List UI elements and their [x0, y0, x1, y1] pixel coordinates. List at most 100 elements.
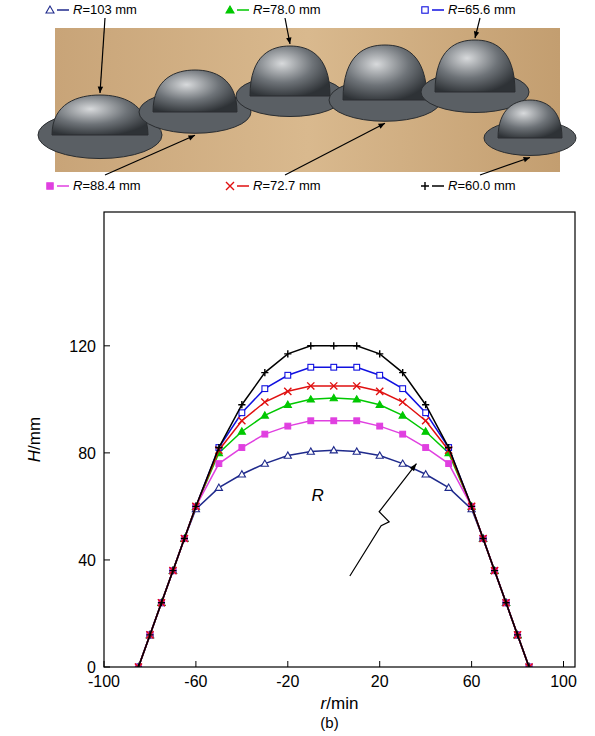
bowl-dome — [153, 70, 237, 112]
legend-line — [432, 185, 444, 187]
y-tick — [104, 452, 110, 453]
legend-line — [432, 9, 444, 11]
point — [169, 567, 176, 574]
leader-arrow-head — [98, 86, 103, 93]
point — [159, 600, 165, 606]
point — [238, 428, 245, 434]
point — [526, 664, 532, 667]
point — [261, 369, 268, 376]
point — [525, 663, 532, 667]
legend-label: R=78.0 mm — [253, 2, 321, 17]
annotation: R — [312, 464, 417, 576]
point — [514, 631, 521, 638]
legend-line — [57, 9, 69, 11]
point — [307, 448, 314, 454]
legend-item: R=103 mm — [46, 2, 137, 93]
y-tick-label: 40 — [78, 552, 96, 569]
point — [423, 410, 429, 416]
legend-line — [237, 185, 249, 187]
point — [146, 631, 153, 638]
chart: -100-60-20206010004080120r/minH/mm(b)R — [25, 212, 577, 731]
x-tick-label: 100 — [550, 673, 577, 690]
point — [446, 445, 452, 451]
point — [238, 417, 245, 424]
point — [399, 398, 406, 405]
plot-area — [135, 342, 533, 667]
bowl — [236, 46, 344, 117]
point — [285, 372, 291, 378]
legend-marker — [226, 6, 234, 13]
point — [492, 568, 498, 574]
point — [284, 388, 291, 395]
point — [182, 536, 188, 542]
point — [146, 631, 153, 637]
point — [169, 567, 176, 573]
legend-marker — [226, 182, 234, 190]
point — [181, 535, 188, 541]
point — [331, 364, 337, 370]
bowl-dome — [435, 40, 515, 92]
point — [158, 599, 165, 606]
point — [261, 412, 268, 418]
legend-label: R=65.6 mm — [448, 2, 516, 17]
point — [146, 631, 153, 637]
point — [181, 535, 188, 541]
x-tick — [471, 661, 472, 667]
y-axis-title: H/mm — [25, 417, 44, 462]
point — [136, 664, 142, 667]
point — [525, 663, 532, 667]
series — [135, 342, 533, 667]
point — [376, 388, 383, 395]
series-line — [138, 386, 529, 667]
legend-item: R=88.4 mm — [47, 135, 195, 193]
point — [284, 452, 291, 458]
legend-item: R=78.0 mm — [226, 2, 321, 44]
point — [469, 504, 475, 510]
point — [238, 471, 245, 477]
point — [492, 568, 498, 574]
point — [400, 431, 406, 437]
point — [307, 342, 314, 349]
point — [525, 663, 532, 667]
point — [308, 418, 314, 424]
point — [422, 401, 429, 408]
point — [353, 396, 360, 402]
point — [216, 461, 222, 467]
legend-line — [237, 9, 249, 11]
legend-marker — [46, 6, 54, 13]
point — [525, 663, 532, 667]
legend-label: R=103 mm — [73, 2, 137, 17]
point — [445, 444, 452, 451]
y-tick-label: 80 — [78, 445, 96, 462]
point — [399, 412, 406, 418]
legend-label-rest: =72.7 mm — [262, 178, 320, 193]
legend-label-symbol: R — [73, 178, 82, 193]
bowl-dome — [250, 46, 330, 96]
legend-label: R=60.0 mm — [448, 178, 516, 193]
leader-line — [285, 123, 385, 175]
legend-item: R=60.0 mm — [421, 157, 530, 193]
x-axis-title-unit: /min — [326, 694, 358, 713]
point — [422, 471, 429, 477]
point — [503, 600, 509, 606]
point — [399, 460, 406, 466]
point — [170, 568, 176, 574]
point — [377, 372, 383, 378]
point — [261, 460, 268, 466]
figure: R=103 mmR=78.0 mmR=65.6 mmR=88.4 mmR=72.… — [0, 0, 595, 736]
x-tick-label: -60 — [184, 673, 207, 690]
bowl — [329, 45, 441, 121]
legend-label-rest: =65.6 mm — [457, 2, 515, 17]
bowl — [421, 40, 529, 113]
photo — [38, 28, 576, 172]
point — [422, 428, 429, 434]
x-tick-label: -20 — [276, 673, 299, 690]
y-tick-label: 120 — [69, 338, 96, 355]
point — [169, 567, 176, 574]
point — [502, 599, 509, 606]
point — [285, 423, 291, 429]
x-tick — [379, 661, 380, 667]
legend-marker — [422, 7, 428, 13]
point — [469, 504, 475, 510]
legend-label: R=88.4 mm — [73, 178, 141, 193]
